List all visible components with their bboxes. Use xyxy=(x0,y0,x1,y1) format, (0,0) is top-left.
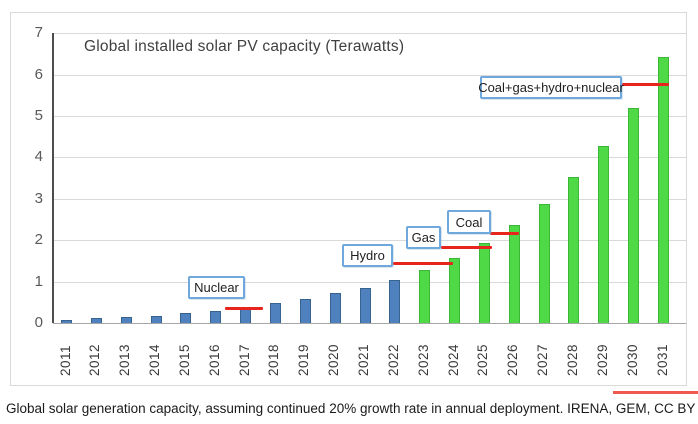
y-tick-label-1: 1 xyxy=(34,272,43,290)
y-axis-line xyxy=(52,33,54,323)
annotation-gas-label: Gas xyxy=(411,230,436,245)
year-label-2027: 2027 xyxy=(535,343,551,376)
annotation-nuclear-box: Nuclear xyxy=(188,276,245,299)
bar-2020 xyxy=(329,293,341,323)
bar-2031 xyxy=(658,57,669,323)
annotation-hydro-line xyxy=(393,261,453,265)
x-axis-line xyxy=(53,323,686,324)
annotation-hydro-label: Hydro xyxy=(350,248,385,263)
year-label-2020: 2020 xyxy=(326,343,342,376)
bar-2023 xyxy=(419,270,431,323)
bar-2029 xyxy=(598,145,610,323)
annotation-coal-box: Coal xyxy=(447,210,491,234)
year-label-2017: 2017 xyxy=(236,343,252,376)
year-label-2014: 2014 xyxy=(147,343,163,376)
bar-2018 xyxy=(269,303,281,323)
year-label-2019: 2019 xyxy=(296,343,312,376)
year-label-2018: 2018 xyxy=(266,343,282,376)
bar-2014 xyxy=(150,315,162,323)
year-label-2026: 2026 xyxy=(505,343,521,376)
bar-2012 xyxy=(90,318,102,323)
gridline-5 xyxy=(53,116,686,117)
gridline-4 xyxy=(53,157,686,159)
bar-2025 xyxy=(478,243,490,323)
bar-2027 xyxy=(538,204,550,323)
source-caption: Global solar generation capacity, assumi… xyxy=(6,401,696,416)
year-label-2022: 2022 xyxy=(385,343,401,376)
y-tick-label-0: 0 xyxy=(34,314,43,331)
bar-2022 xyxy=(389,279,401,323)
y-tick-label-7: 7 xyxy=(34,24,43,42)
annotation-gas-box: Gas xyxy=(406,226,441,249)
bar-2026 xyxy=(508,224,520,323)
y-tick-label-2: 2 xyxy=(34,231,43,249)
bar-2016 xyxy=(210,310,222,323)
bottom-right-red-line xyxy=(613,391,698,394)
year-label-2031: 2031 xyxy=(654,343,670,376)
gridline-2 xyxy=(53,240,686,242)
annotation-coal-gas-hydro-nuclear-label: Coal+gas+hydro+nuclear xyxy=(478,80,624,95)
y-tick-label-4: 4 xyxy=(34,148,43,166)
year-label-2012: 2012 xyxy=(87,343,103,376)
year-label-2030: 2030 xyxy=(624,343,640,376)
y-tick-label-6: 6 xyxy=(34,65,43,83)
bar-2019 xyxy=(299,298,311,323)
gridline-6 xyxy=(53,74,686,76)
annotation-coal-gas-hydro-nuclear-box: Coal+gas+hydro+nuclear xyxy=(478,76,624,99)
y-tick-label-5: 5 xyxy=(34,107,43,124)
bar-2021 xyxy=(359,287,371,323)
year-label-2021: 2021 xyxy=(356,343,371,376)
year-label-2015: 2015 xyxy=(176,343,192,376)
annotation-gas-line xyxy=(441,246,492,250)
year-label-2024: 2024 xyxy=(445,343,461,376)
annotation-nuclear-line xyxy=(225,306,263,310)
year-label-2013: 2013 xyxy=(117,343,133,376)
year-label-2016: 2016 xyxy=(206,343,222,376)
bar-2013 xyxy=(120,317,132,323)
chart-title: Global installed solar PV capacity (Tera… xyxy=(84,38,405,55)
year-label-2029: 2029 xyxy=(594,343,610,376)
annotation-coal-label: Coal xyxy=(455,214,483,230)
bar-2015 xyxy=(180,313,192,323)
year-label-2028: 2028 xyxy=(564,343,580,376)
bar-2011 xyxy=(61,319,72,323)
year-label-2023: 2023 xyxy=(415,343,431,376)
annotation-hydro-box: Hydro xyxy=(342,244,393,267)
bar-2028 xyxy=(568,177,580,323)
bar-2030 xyxy=(628,107,640,323)
annotation-coal-gas-hydro-nuclear-line xyxy=(622,83,669,87)
annotation-nuclear-label: Nuclear xyxy=(194,280,239,295)
year-label-2011: 2011 xyxy=(57,344,73,376)
gridline-1 xyxy=(53,281,686,283)
bar-2024 xyxy=(449,258,461,323)
annotation-coal-line xyxy=(490,232,519,236)
year-label-2025: 2025 xyxy=(475,343,491,376)
gridline-3 xyxy=(53,198,686,200)
gridline-7 xyxy=(53,33,686,35)
y-tick-label-3: 3 xyxy=(34,189,43,207)
